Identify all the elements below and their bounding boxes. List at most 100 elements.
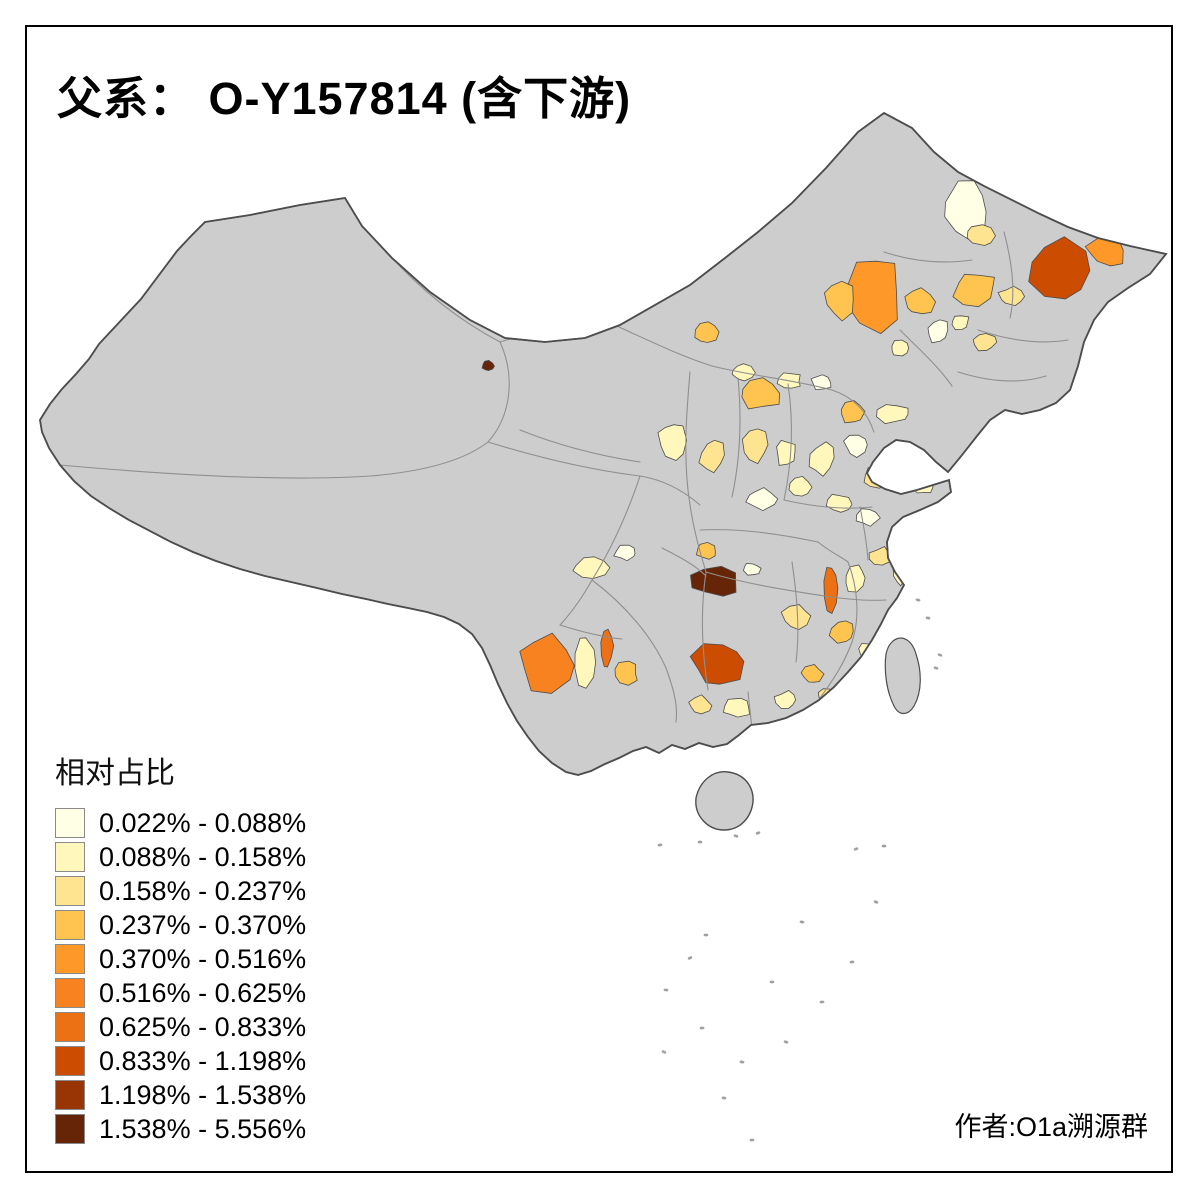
province-border bbox=[519, 429, 641, 463]
legend-label: 1.538% - 5.556% bbox=[99, 1113, 307, 1144]
map-region bbox=[1028, 236, 1091, 300]
map-region bbox=[876, 404, 909, 425]
small-island bbox=[881, 844, 887, 848]
small-island bbox=[937, 653, 943, 657]
map-region bbox=[780, 604, 812, 631]
legend-swatch bbox=[55, 842, 85, 872]
legend-item: 0.022% - 0.088% bbox=[55, 806, 385, 840]
legend-rows: 0.022% - 0.088% 0.088% - 0.158% 0.158% - 0… bbox=[55, 806, 385, 1146]
small-island bbox=[687, 956, 693, 960]
small-island bbox=[699, 1026, 705, 1030]
map-region bbox=[776, 439, 796, 466]
province-border bbox=[783, 499, 873, 509]
map-region bbox=[952, 273, 995, 308]
map-region bbox=[855, 508, 881, 527]
map-region bbox=[927, 319, 949, 344]
map-legend: 相对占比 0.022% - 0.088% 0.088% - 0.158% 0.158… bbox=[55, 748, 385, 1146]
small-island bbox=[739, 1060, 745, 1064]
legend-item: 0.088% - 0.158% bbox=[55, 840, 385, 874]
province-border bbox=[685, 371, 707, 573]
map-region bbox=[698, 439, 725, 474]
small-island bbox=[663, 988, 669, 992]
map-region bbox=[891, 339, 910, 357]
small-island bbox=[749, 1138, 755, 1142]
map-region bbox=[657, 424, 688, 461]
map-region bbox=[892, 532, 912, 550]
province-border bbox=[731, 377, 741, 498]
small-island bbox=[933, 666, 939, 670]
legend-label: 0.370% - 0.516% bbox=[99, 943, 307, 974]
legend-title: 相对占比 bbox=[55, 757, 175, 790]
province-border bbox=[1003, 231, 1014, 319]
legend-label: 0.833% - 1.198% bbox=[99, 1045, 307, 1076]
province-border-layer bbox=[59, 197, 1069, 741]
small-island bbox=[755, 831, 761, 835]
map-region bbox=[966, 224, 996, 246]
legend-item: 0.516% - 0.625% bbox=[55, 976, 385, 1010]
mainland-shape bbox=[39, 112, 1168, 776]
province-border bbox=[661, 547, 707, 577]
map-region bbox=[808, 441, 835, 477]
legend-label: 1.198% - 1.538% bbox=[99, 1079, 307, 1110]
map-region bbox=[741, 377, 781, 410]
province-border bbox=[559, 475, 641, 626]
mainland-outline bbox=[39, 111, 1168, 776]
province-border bbox=[859, 506, 869, 561]
legend-swatch bbox=[55, 1080, 85, 1110]
small-island bbox=[853, 847, 859, 851]
legend-swatch bbox=[55, 944, 85, 974]
small-island bbox=[915, 598, 921, 602]
province-border bbox=[883, 251, 973, 263]
map-region bbox=[572, 556, 611, 579]
map-region bbox=[972, 333, 998, 352]
small-island bbox=[703, 933, 709, 937]
map-region bbox=[788, 475, 813, 497]
map-region bbox=[613, 544, 636, 562]
small-island bbox=[925, 616, 931, 620]
province-border bbox=[977, 329, 1069, 343]
map-region bbox=[823, 566, 839, 615]
legend-item: 0.237% - 0.370% bbox=[55, 908, 385, 942]
small-island bbox=[819, 1000, 825, 1004]
province-border bbox=[791, 561, 799, 663]
map-region bbox=[574, 637, 597, 689]
map-region bbox=[688, 694, 713, 715]
small-island bbox=[661, 1050, 667, 1054]
legend-item: 0.625% - 0.833% bbox=[55, 1010, 385, 1044]
small-island bbox=[769, 980, 775, 984]
province-border bbox=[701, 571, 709, 691]
map-region bbox=[904, 287, 937, 315]
taiwan-island bbox=[884, 637, 921, 715]
province-border bbox=[819, 561, 858, 699]
map-region bbox=[481, 359, 495, 372]
map-region bbox=[823, 280, 854, 322]
small-island bbox=[799, 920, 805, 924]
small-island bbox=[733, 834, 739, 838]
legend-label: 0.158% - 0.237% bbox=[99, 875, 307, 906]
small-island bbox=[697, 840, 703, 844]
legend-swatch bbox=[55, 1046, 85, 1076]
map-region bbox=[817, 688, 838, 704]
legend-swatch bbox=[55, 808, 85, 838]
legend-label: 0.237% - 0.370% bbox=[99, 909, 307, 940]
legend-swatch bbox=[55, 1114, 85, 1144]
legend-swatch bbox=[55, 910, 85, 940]
province-border bbox=[783, 383, 793, 501]
small-island bbox=[657, 843, 663, 847]
map-region bbox=[745, 487, 779, 512]
page-title: 父系： O-Y157814 (含下游) bbox=[57, 73, 632, 124]
legend-label: 0.022% - 0.088% bbox=[99, 807, 307, 838]
legend-swatch bbox=[55, 978, 85, 1008]
legend-swatch bbox=[55, 876, 85, 906]
legend-label: 0.516% - 0.625% bbox=[99, 977, 307, 1008]
legend-item: 0.833% - 1.198% bbox=[55, 1044, 385, 1078]
map-region bbox=[722, 697, 751, 718]
province-border bbox=[699, 529, 819, 543]
map-region bbox=[868, 545, 892, 566]
map-region bbox=[891, 453, 920, 472]
small-island bbox=[849, 960, 855, 964]
map-region bbox=[614, 660, 638, 686]
map-region bbox=[997, 285, 1026, 307]
